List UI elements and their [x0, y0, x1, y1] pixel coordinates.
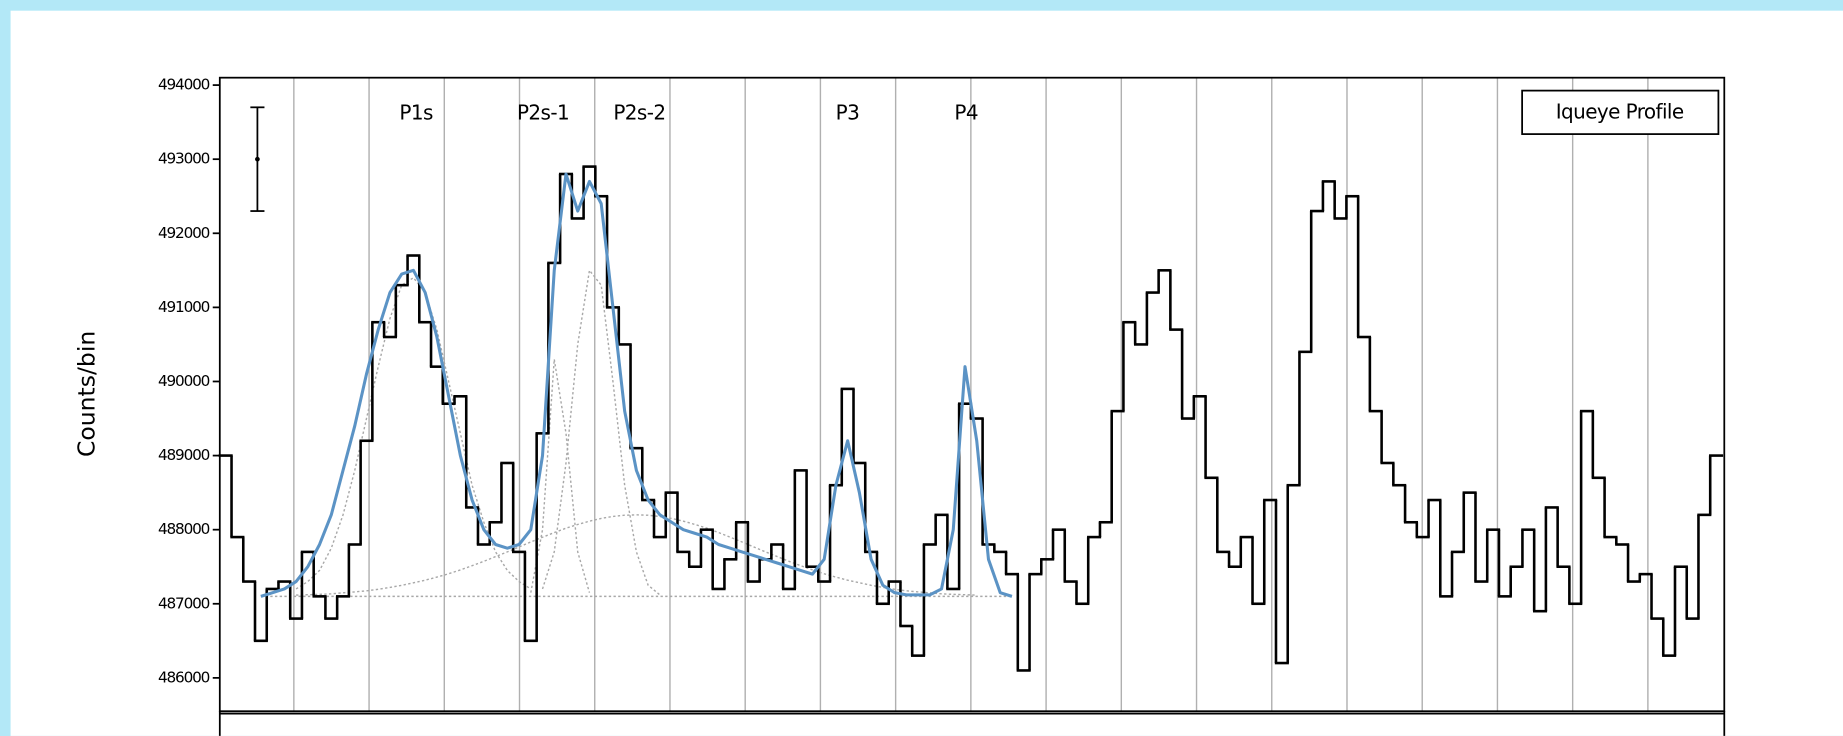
fit-curve — [260, 172, 1013, 598]
y-tick-label: 486000 — [158, 668, 210, 686]
panel-label: Iqueye Profile — [1556, 99, 1684, 123]
y-tick-label: 493000 — [158, 150, 210, 168]
fit-component — [296, 514, 977, 596]
fit-component — [541, 269, 661, 596]
peak-label: P2s-2 — [613, 101, 665, 125]
error-bar — [250, 106, 265, 212]
plot-frame — [218, 76, 1726, 713]
y-axis-label: Counts/bin — [73, 331, 101, 457]
y-tick-label: 489000 — [158, 446, 210, 464]
y-tick-label: 488000 — [158, 520, 210, 538]
fit-component — [295, 277, 532, 590]
error-bar-point — [255, 156, 260, 162]
panel-label-box — [1521, 89, 1720, 135]
fit-component — [530, 358, 591, 593]
peak-label: P4 — [954, 101, 978, 125]
plot-area — [218, 165, 1724, 672]
y-tick-label: 492000 — [158, 224, 210, 242]
y-tick-label: 490000 — [158, 372, 210, 390]
y-tick-label: 494000 — [158, 76, 210, 94]
peak-label: P3 — [836, 101, 860, 125]
y-tick-label: 491000 — [158, 298, 210, 316]
y-tick-label: 487000 — [158, 594, 210, 612]
peak-label: P1s — [399, 101, 433, 125]
peak-label: P2s-1 — [517, 101, 569, 125]
